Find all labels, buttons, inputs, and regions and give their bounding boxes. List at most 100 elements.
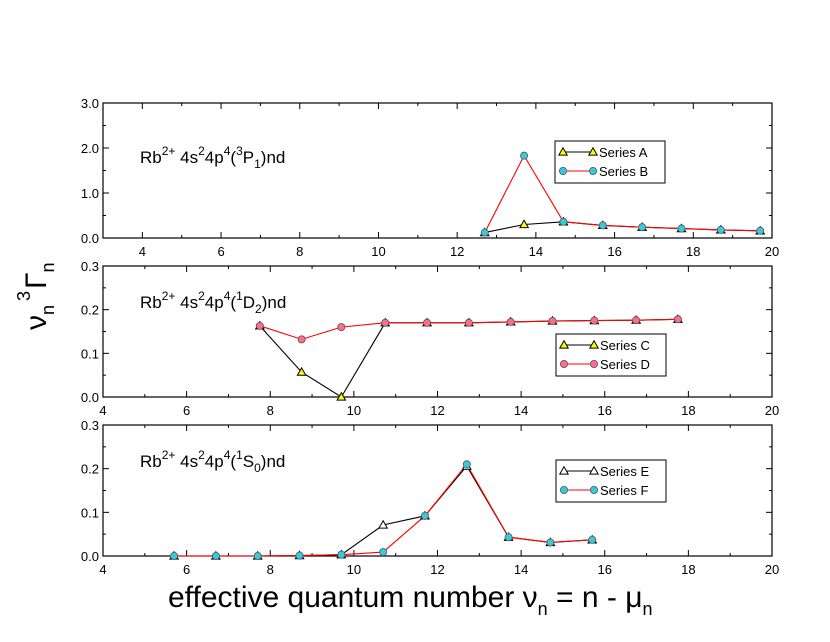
panel-3-title-part: )nd — [261, 452, 286, 471]
panel-3-x-tick-label: 14 — [514, 562, 528, 577]
panel-2-x-tick-label: 18 — [681, 403, 695, 418]
panel-2-legend-marker — [560, 359, 569, 368]
panel-3-series-line-1 — [174, 465, 593, 557]
panel-2-frame — [102, 265, 773, 398]
x-label-mu: μ — [625, 581, 642, 614]
panel-3-x-tick-label: 4 — [99, 562, 106, 577]
panel-1-title-part: Rb — [140, 148, 162, 167]
panel-3-x-tick-label: 20 — [765, 562, 779, 577]
panel-1-title-part: 2 — [198, 144, 205, 158]
panel-3-series-2-point — [379, 548, 388, 557]
x-label-nu: ν — [523, 581, 538, 614]
panel-1-title-part: ( — [230, 148, 236, 167]
panel-1-series-2-point — [520, 151, 529, 160]
panel-2-series-1-point — [296, 366, 307, 376]
panel-3-series-2-point — [588, 535, 597, 544]
panel-2-series-2-point — [337, 323, 346, 332]
panel-3-x-tick-label: 18 — [681, 562, 695, 577]
panel-2-title-part: ( — [230, 293, 236, 312]
panel-2-series-2-point — [590, 316, 599, 325]
panel-1-title-part: 4 — [224, 144, 231, 158]
panel-3-series-2-point — [504, 533, 513, 542]
panel-2-x-tick-label: 6 — [183, 403, 190, 418]
panel-2-legend-marker — [590, 359, 599, 368]
panel-1-x-tick-label: 10 — [371, 244, 385, 259]
panel-2-title-part: 4 — [224, 289, 231, 303]
panel-1-title-part: )nd — [261, 148, 286, 167]
panel-3-series-line-2 — [174, 463, 593, 557]
panel-1-title-part: 3 — [236, 144, 243, 158]
panel-2-series-2-point — [506, 317, 515, 326]
panel-3-legend-marker — [590, 485, 599, 494]
panel-2-legend-box — [555, 333, 667, 377]
panel-3-x-tick-label: 10 — [347, 562, 361, 577]
panel-2-x-tick-label: 10 — [347, 403, 361, 418]
panel-2-title-part: Rb — [140, 293, 162, 312]
panel-2-x-tick-label: 20 — [765, 403, 779, 418]
panel-1-legend-label-2: Series B — [599, 164, 648, 179]
panel-1-y-tick-label: 1.0 — [81, 186, 99, 201]
panel-1-y-tick-label: 2.0 — [81, 141, 99, 156]
panel-3-series-2-point — [337, 550, 346, 559]
panel-3-series-2-point — [295, 551, 304, 560]
panel-3-legend-label-2: Series F — [600, 483, 648, 498]
panel-1-title-part: P — [243, 148, 254, 167]
panel-1-legend-marker — [557, 146, 569, 156]
y-label-sup: 3 — [14, 291, 34, 301]
panel-2-legend-label-2: Series D — [600, 357, 650, 372]
panel-2-title-part: )nd — [262, 293, 287, 312]
panel-1-series-2-point — [716, 225, 725, 234]
panel-3-title-part: ( — [230, 452, 236, 471]
panel-3-x-tick-label: 8 — [267, 562, 274, 577]
panel-1-series-1-point — [519, 219, 530, 229]
panel-1-title: Rb2+ 4s24p4(3P1)nd — [140, 144, 285, 171]
panel-3-legend-box — [555, 459, 667, 503]
panel-1-y-tick-label: 0.0 — [81, 231, 99, 246]
panel-1-x-tick-label: 14 — [529, 244, 543, 259]
panel-2-legend-marker — [558, 339, 570, 349]
panel-3-series-2-point — [546, 538, 555, 547]
panel-3-y-tick-label: 0.0 — [81, 549, 99, 564]
svg-text:νn3Γn: νn3Γn — [14, 262, 58, 330]
panel-1-x-tick-label: 18 — [686, 244, 700, 259]
panel-3-legend-marker — [560, 485, 569, 494]
panel-2-title-part: 4s — [175, 293, 198, 312]
panel-2-x-tick-label: 4 — [99, 403, 106, 418]
panel-1-x-tick-label: 6 — [217, 244, 224, 259]
panel-2-title-part: 2 — [198, 289, 205, 303]
panel-1-series-2-point — [480, 228, 489, 237]
panel-1-series-2-point — [756, 226, 765, 235]
y-label-gamma-sub: n — [38, 262, 58, 272]
panel-1-x-tick-label: 8 — [296, 244, 303, 259]
panel-3-title-part: 4s — [175, 452, 198, 471]
x-label-text: effective quantum number — [168, 581, 523, 614]
panel-3-title-part: S — [243, 452, 254, 471]
panel-3-y-tick-label: 0.1 — [81, 505, 99, 520]
panel-2-y-tick-label: 0.3 — [81, 259, 99, 274]
panel-3-title-part: 1 — [236, 448, 243, 462]
panel-1-title-part: 2+ — [162, 144, 176, 158]
panel-3-legend-label-1: Series E — [600, 464, 649, 479]
x-label-nu-sub: n — [538, 599, 548, 619]
panel-2-series-2-point — [632, 316, 641, 325]
panel-2-x-tick-label: 8 — [267, 403, 274, 418]
y-axis-label: νn3Γn — [14, 262, 58, 330]
panel-3-y-tick-label: 0.3 — [81, 418, 99, 433]
panel-2-y-tick-label: 0.0 — [81, 390, 99, 405]
y-label-nu: ν — [20, 315, 53, 330]
panel-1-legend-label-1: Series A — [599, 145, 648, 160]
panel-1-legend-marker — [559, 166, 568, 175]
panel-3-title-part: 0 — [254, 461, 261, 475]
panel-3-frame — [102, 424, 773, 557]
panel-1-series-2-point — [598, 221, 607, 230]
panel-1-legend-box — [554, 140, 666, 184]
panel-2-y-tick-label: 0.2 — [81, 303, 99, 318]
panel-2-x-tick-label: 16 — [598, 403, 612, 418]
panel-1-title-part: 4p — [205, 148, 224, 167]
panel-3-series-2-point — [253, 552, 262, 561]
panel-1-title-part: 4s — [175, 148, 198, 167]
panel-2-legend: Series C Series D — [555, 333, 667, 377]
